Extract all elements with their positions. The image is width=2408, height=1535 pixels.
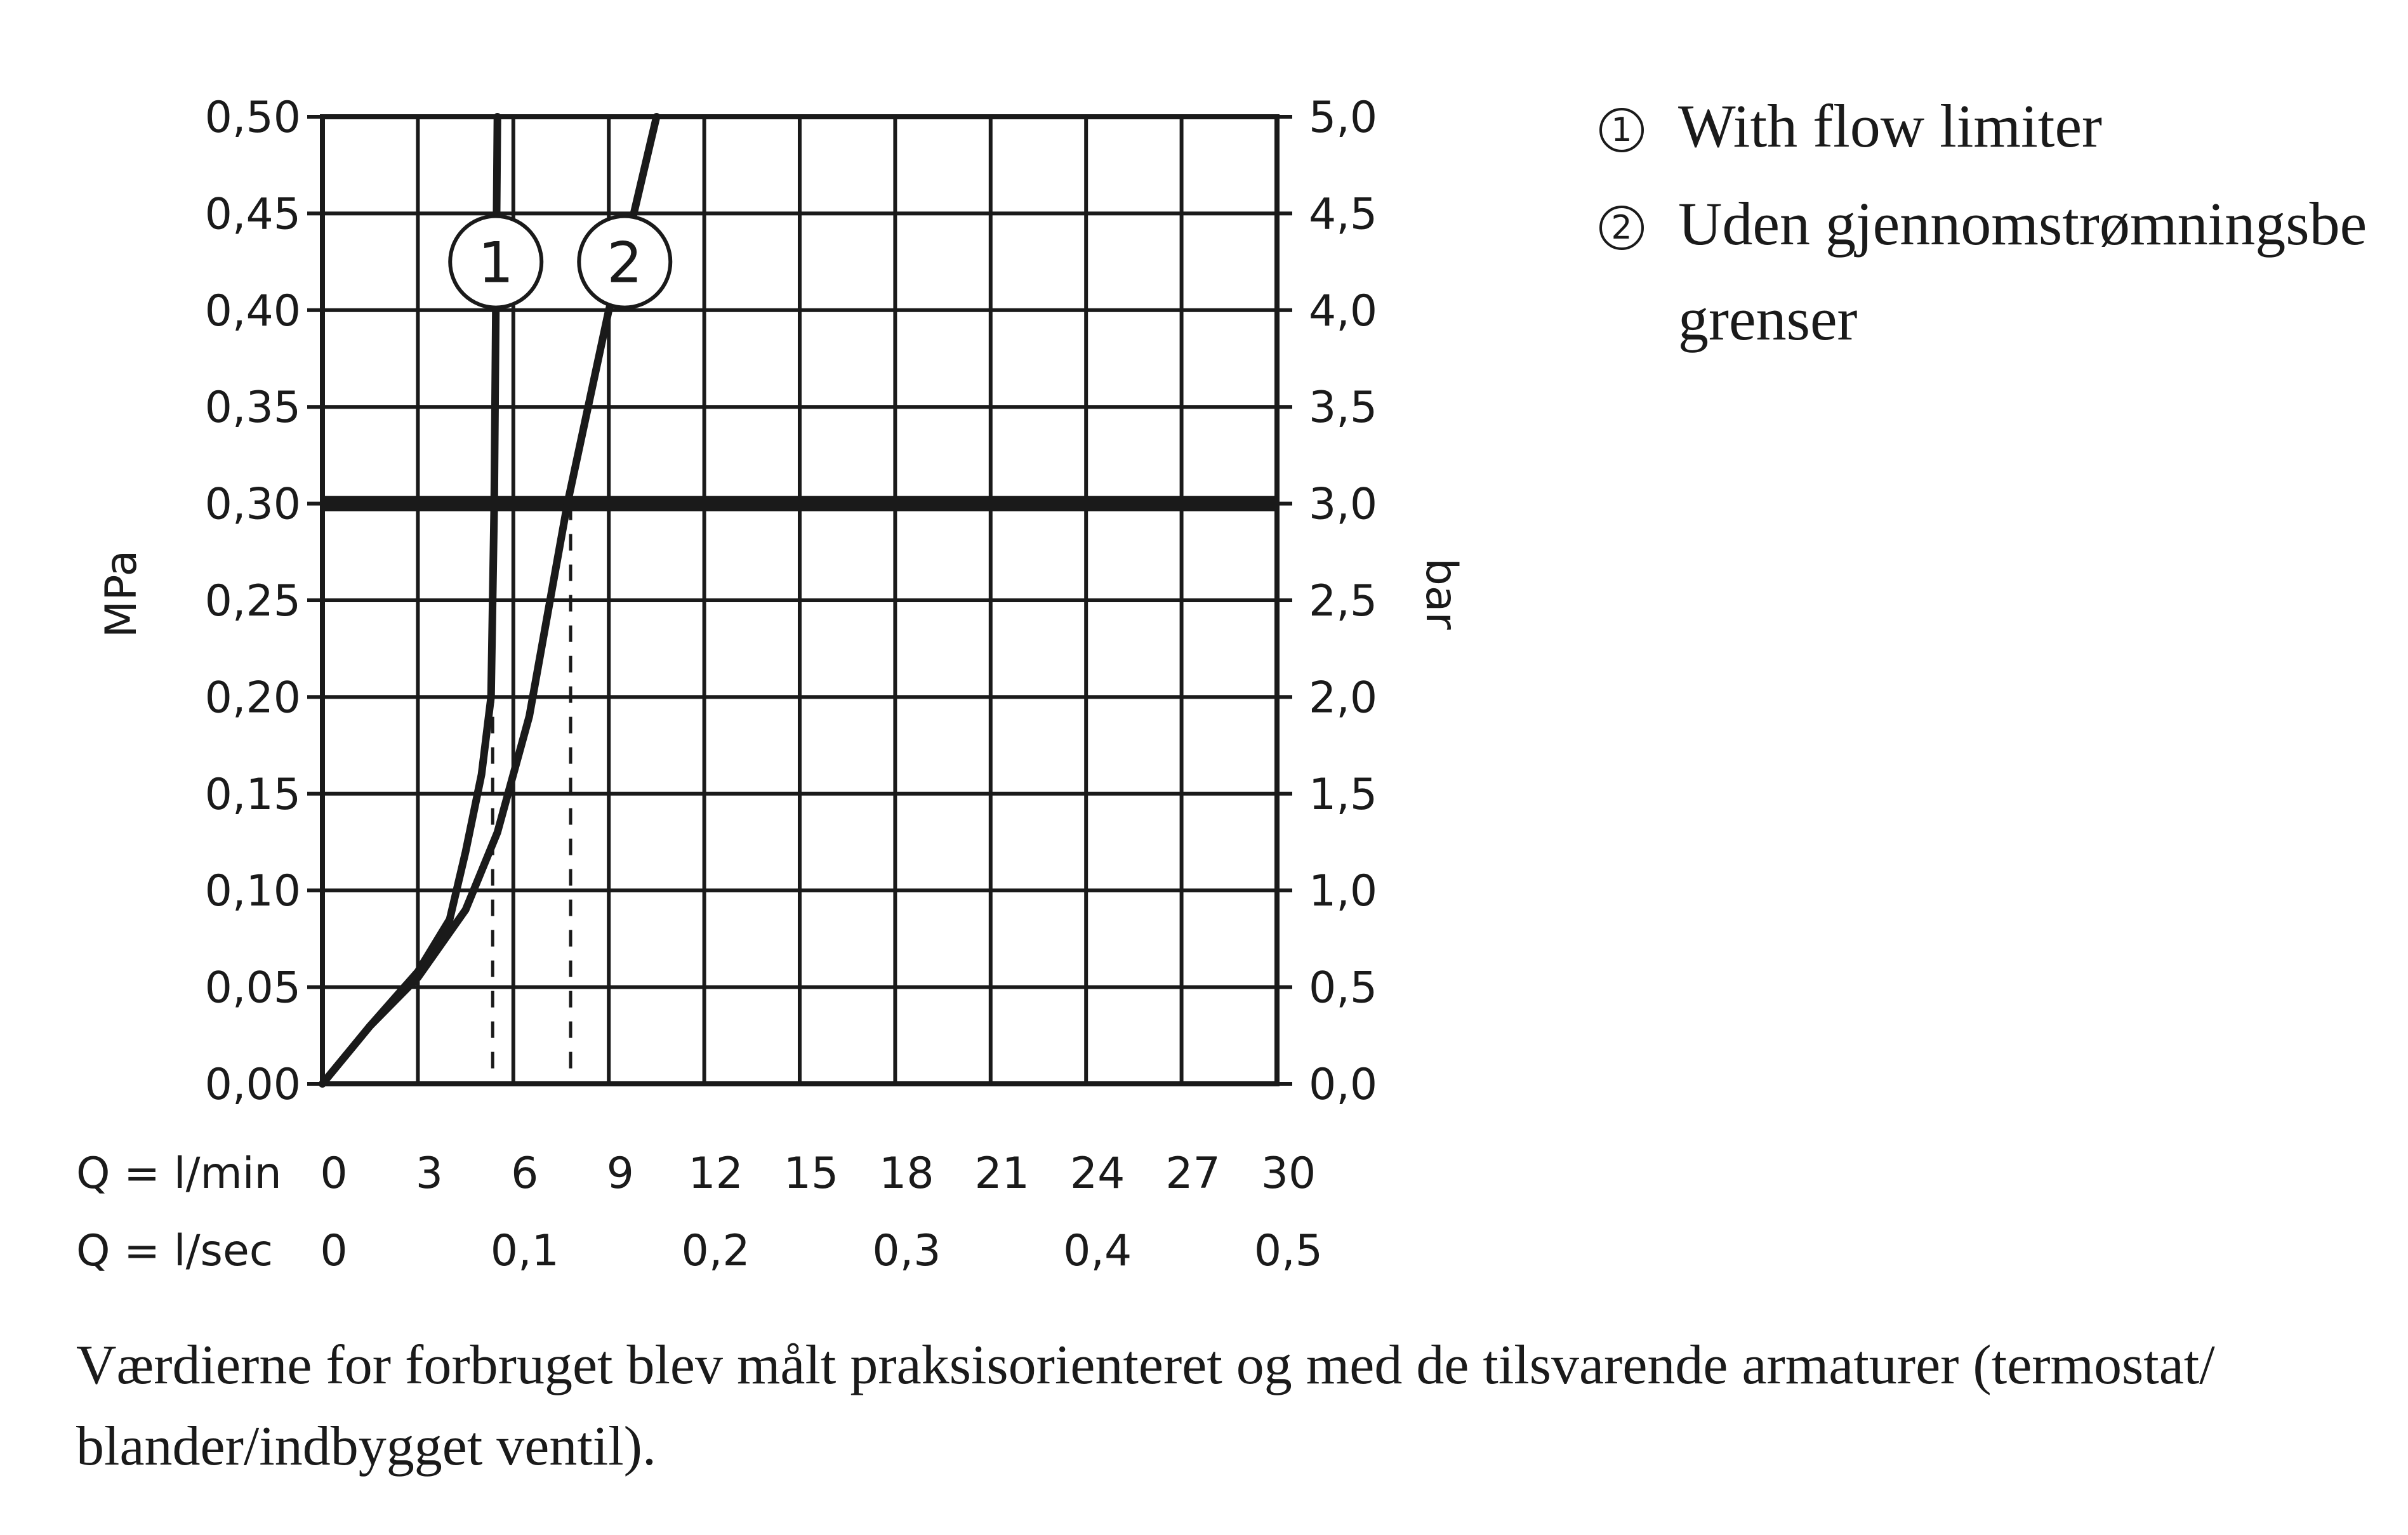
x-secondary-tick-label: 0,4 [1063,1226,1132,1276]
legend-label-2: Uden gjennomstrømningsbegrenser [1678,190,2367,353]
y-left-tick-label: 0,05 [205,963,301,1013]
series-marker-circle-2 [577,214,673,310]
x-primary-tick-label: 15 [784,1149,839,1199]
y-right-tick-label: 1,5 [1309,770,1377,820]
x-primary-tick-label: 21 [975,1149,1030,1199]
x-secondary-axis-title: Q = l/sec [76,1226,273,1276]
y-left-tick-label: 0,45 [205,189,301,239]
x-secondary-tick-label: 0,3 [872,1226,941,1276]
y-left-tick-label: 0,10 [205,866,301,916]
y-left-tick-label: 0,15 [205,770,301,820]
y-left-tick-label: 0,40 [205,286,301,336]
y-right-tick-label: 2,0 [1309,673,1377,723]
legend-marker-1: 1 [1599,108,1644,152]
y-left-axis-title: MPa [96,550,147,638]
x-primary-tick-label: 24 [1070,1149,1125,1199]
x-primary-tick-label: 0 [320,1149,347,1199]
x-secondary-tick-label: 0,2 [682,1226,750,1276]
y-right-tick-label: 3,0 [1309,480,1377,530]
x-primary-tick-label: 27 [1165,1149,1221,1199]
series-marker-circle-1 [448,214,544,310]
legend-item-1: 1 With flow limiter [1599,100,2408,174]
x-primary-tick-label: 6 [511,1149,538,1199]
y-left-tick-label: 0,00 [205,1060,301,1110]
y-right-axis-title: bar [1416,558,1466,630]
series-marker-label-1: 1 [478,230,513,296]
legend: 1 With flow limiter 2 Uden gjennomstrømn… [1599,100,2408,391]
y-right-tick-label: 0,5 [1309,963,1377,1013]
x-primary-tick-label: 12 [688,1149,743,1199]
chart-labels: 0,00 0,00,05 0,50,10 1,00,15 1,50,20 2,00,25 2… [76,93,1466,1276]
x-primary-tick-label: 3 [416,1149,443,1199]
y-right-tick-label: 4,0 [1309,286,1377,336]
y-right-tick-label: 3,5 [1309,383,1377,433]
x-secondary-tick-label: 0,5 [1254,1226,1323,1276]
legend-label-1: With flow limiter [1678,100,2103,160]
y-right-tick-label: 1,0 [1309,866,1377,916]
x-primary-tick-label: 30 [1261,1149,1316,1199]
y-right-tick-label: 2,5 [1309,576,1377,626]
y-left-tick-label: 0,50 [205,93,301,143]
x-primary-axis-title: Q = l/min [76,1149,282,1199]
y-right-tick-label: 0,0 [1309,1060,1377,1110]
series-marker-label-2: 2 [607,230,642,296]
y-left-tick-label: 0,30 [205,480,301,530]
x-primary-tick-label: 9 [607,1149,634,1199]
footnote: Værdierne for forbruget blev målt praksi… [76,1334,2215,1477]
plot-frame [320,114,1280,1086]
y-left-tick-label: 0,35 [205,383,301,433]
x-secondary-tick-label: 0,1 [491,1226,559,1276]
x-primary-tick-label: 18 [879,1149,934,1199]
y-right-tick-label: 4,5 [1309,189,1377,239]
y-left-tick-label: 0,25 [205,576,301,626]
legend-item-2: 2 Uden gjennomstrømningsbegrenser [1599,190,2408,367]
legend-marker-2: 2 [1599,206,1644,250]
y-left-tick-label: 0,20 [205,673,301,723]
x-secondary-tick-label: 0 [320,1226,347,1276]
y-right-tick-label: 5,0 [1309,93,1377,143]
